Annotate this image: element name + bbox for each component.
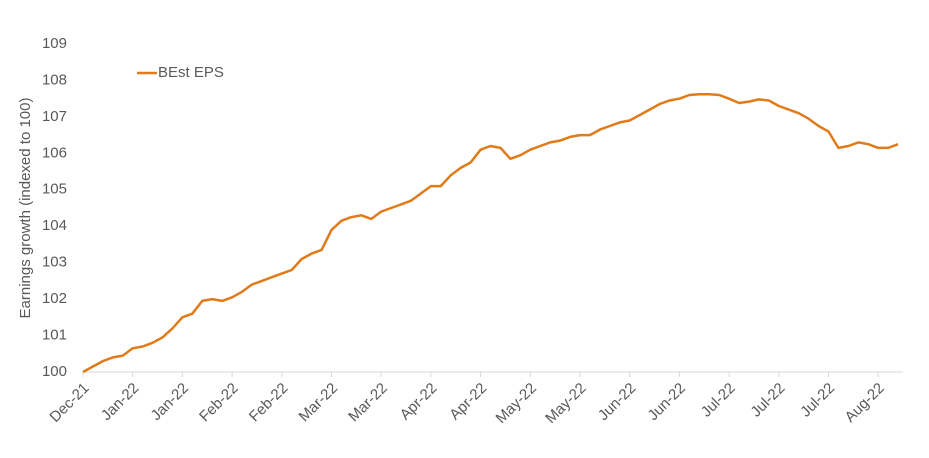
x-tick-label: May-22 — [493, 380, 540, 427]
y-tick-label: 100 — [42, 363, 67, 380]
x-tick-label: Jul-22 — [797, 380, 838, 421]
y-tick-label: 106 — [42, 144, 67, 161]
line-series — [82, 93, 899, 374]
y-tick-label: 101 — [42, 327, 67, 344]
x-tick-label: Jan-22 — [148, 380, 192, 424]
y-tick-label: 105 — [42, 181, 67, 198]
x-tick-label: Mar-22 — [345, 380, 391, 426]
x-tick-label: Feb-22 — [196, 380, 242, 426]
y-tick-label: 102 — [42, 290, 67, 307]
x-tick-label: Jun-22 — [595, 380, 639, 424]
x-tick-label: Aug-22 — [842, 380, 888, 426]
x-tick-label: May-22 — [542, 380, 589, 427]
x-tick-label: Jul-22 — [698, 380, 739, 421]
x-tick-label: Feb-22 — [246, 380, 292, 426]
y-tick-label: 109 — [42, 35, 67, 52]
x-tick-label: Jun-22 — [645, 380, 689, 424]
y-tick-label: 103 — [42, 254, 67, 271]
x-tick-label: Jan-22 — [98, 380, 142, 424]
legend-label: BEst EPS — [158, 64, 224, 81]
y-axis-label: Earnings growth (indexed to 100) — [17, 98, 34, 319]
x-tick-label: Jul-22 — [748, 380, 789, 421]
y-tick-label: 104 — [42, 217, 67, 234]
y-tick-label: 108 — [42, 71, 67, 88]
x-tick-label: Dec-21 — [46, 380, 92, 426]
x-tick-label: Apr-22 — [397, 380, 441, 424]
y-tick-label: 107 — [42, 108, 67, 125]
x-tick-label: Mar-22 — [296, 380, 342, 426]
x-tick-label: Apr-22 — [446, 380, 490, 424]
